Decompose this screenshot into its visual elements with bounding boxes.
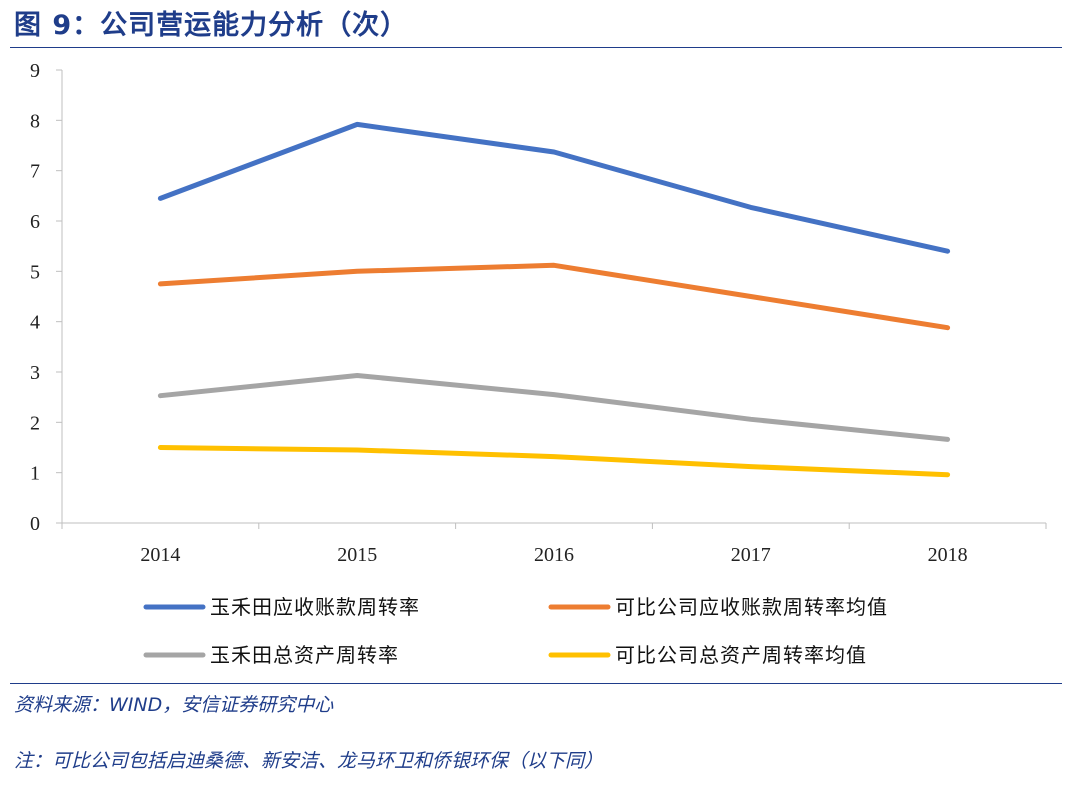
series-line-2 <box>157 262 951 331</box>
y-tick-label: 6 <box>30 211 40 233</box>
y-tick-label: 9 <box>30 60 40 82</box>
legend-label: 玉禾田应收账款周转率 <box>210 595 420 619</box>
legend-label: 可比公司应收账款周转率均值 <box>615 595 888 619</box>
x-tick-label: 2016 <box>534 544 574 566</box>
chart-axes: 0 1 2 3 4 5 6 7 8 9 2014 2015 2016 2017 2018 <box>30 60 1047 566</box>
y-tick-label: 0 <box>30 513 40 535</box>
title-divider <box>10 47 1062 48</box>
x-tick-label: 2014 <box>140 544 180 566</box>
y-tick-label: 4 <box>30 312 40 334</box>
series-line-1 <box>157 121 951 254</box>
y-tick-label: 2 <box>30 412 40 434</box>
footnote: 注：可比公司包括启迪桑德、新安洁、龙马环卫和侨银环保（以下同） <box>14 750 604 772</box>
x-tick-label: 2018 <box>928 544 968 566</box>
y-tick-label: 1 <box>30 463 40 485</box>
series-line-4 <box>157 445 951 478</box>
x-tick-label: 2015 <box>337 544 377 566</box>
line-chart: 0 1 2 3 4 5 6 7 8 9 2014 2015 2016 2017 2018 玉禾田应收账款周转… <box>30 60 1047 667</box>
footer-divider <box>10 683 1062 684</box>
legend-label: 可比公司总资产周转率均值 <box>615 643 867 667</box>
y-tick-label: 7 <box>30 161 40 183</box>
y-tick-label: 8 <box>30 110 40 132</box>
chart-series <box>157 121 951 478</box>
x-tick-label: 2017 <box>731 544 771 566</box>
series-line-3 <box>157 373 951 442</box>
y-tick-label: 5 <box>30 261 40 283</box>
chart-title: 图 9：公司营运能力分析（次） <box>14 10 409 41</box>
source-note: 资料来源：WIND，安信证券研究中心 <box>14 694 334 716</box>
y-tick-label: 3 <box>30 362 40 384</box>
legend-label: 玉禾田总资产周转率 <box>210 643 399 667</box>
